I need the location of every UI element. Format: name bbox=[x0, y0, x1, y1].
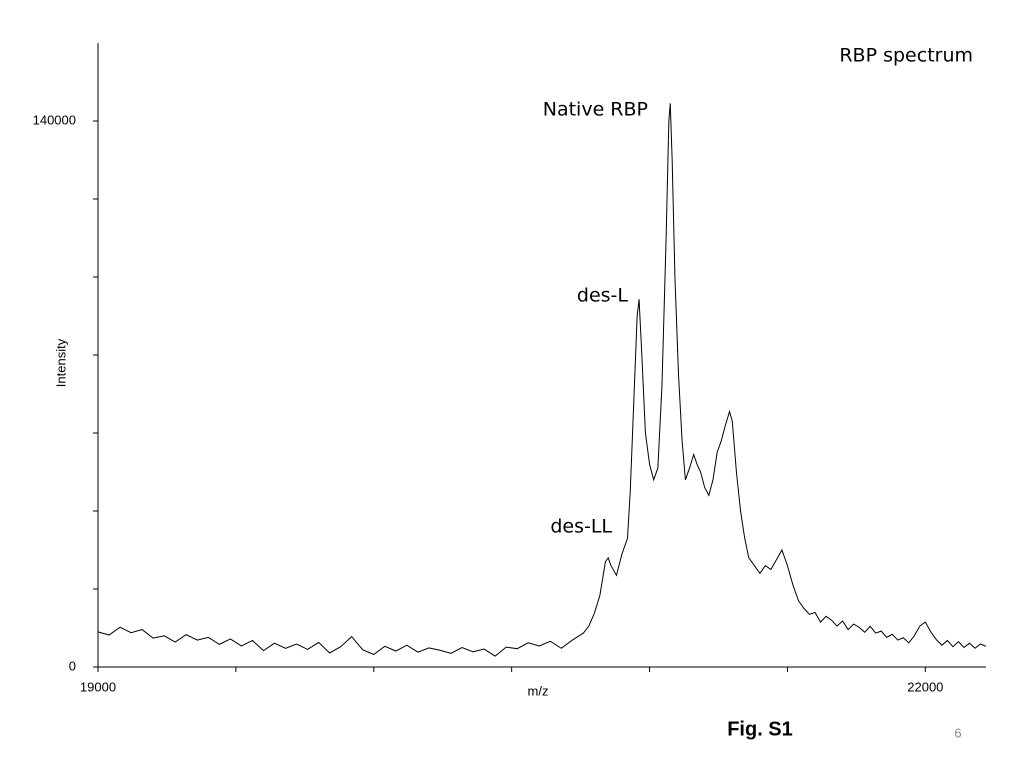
page-number: 6 bbox=[954, 725, 961, 740]
y-tick-label: 0 bbox=[69, 658, 76, 673]
peak-annotation: des-L bbox=[577, 285, 629, 307]
peak-annotation: des-LL bbox=[550, 516, 612, 538]
chart-title: RBP spectrum bbox=[839, 45, 973, 67]
y-axis-label: Intensity bbox=[53, 338, 68, 387]
x-tick-label: 19000 bbox=[80, 679, 116, 694]
x-axis-label: m/z bbox=[528, 683, 549, 698]
peak-annotation: Native RBP bbox=[543, 99, 648, 121]
x-tick-label: 22000 bbox=[907, 679, 943, 694]
y-tick-label: 140000 bbox=[33, 112, 76, 127]
caption: Fig. S1 bbox=[727, 718, 793, 740]
spectrum-line bbox=[97, 103, 987, 657]
